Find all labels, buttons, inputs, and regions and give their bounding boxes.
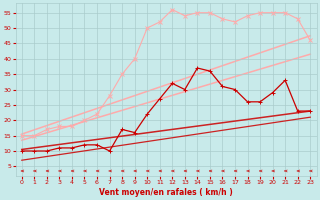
X-axis label: Vent moyen/en rafales ( km/h ): Vent moyen/en rafales ( km/h ) [99,188,233,197]
